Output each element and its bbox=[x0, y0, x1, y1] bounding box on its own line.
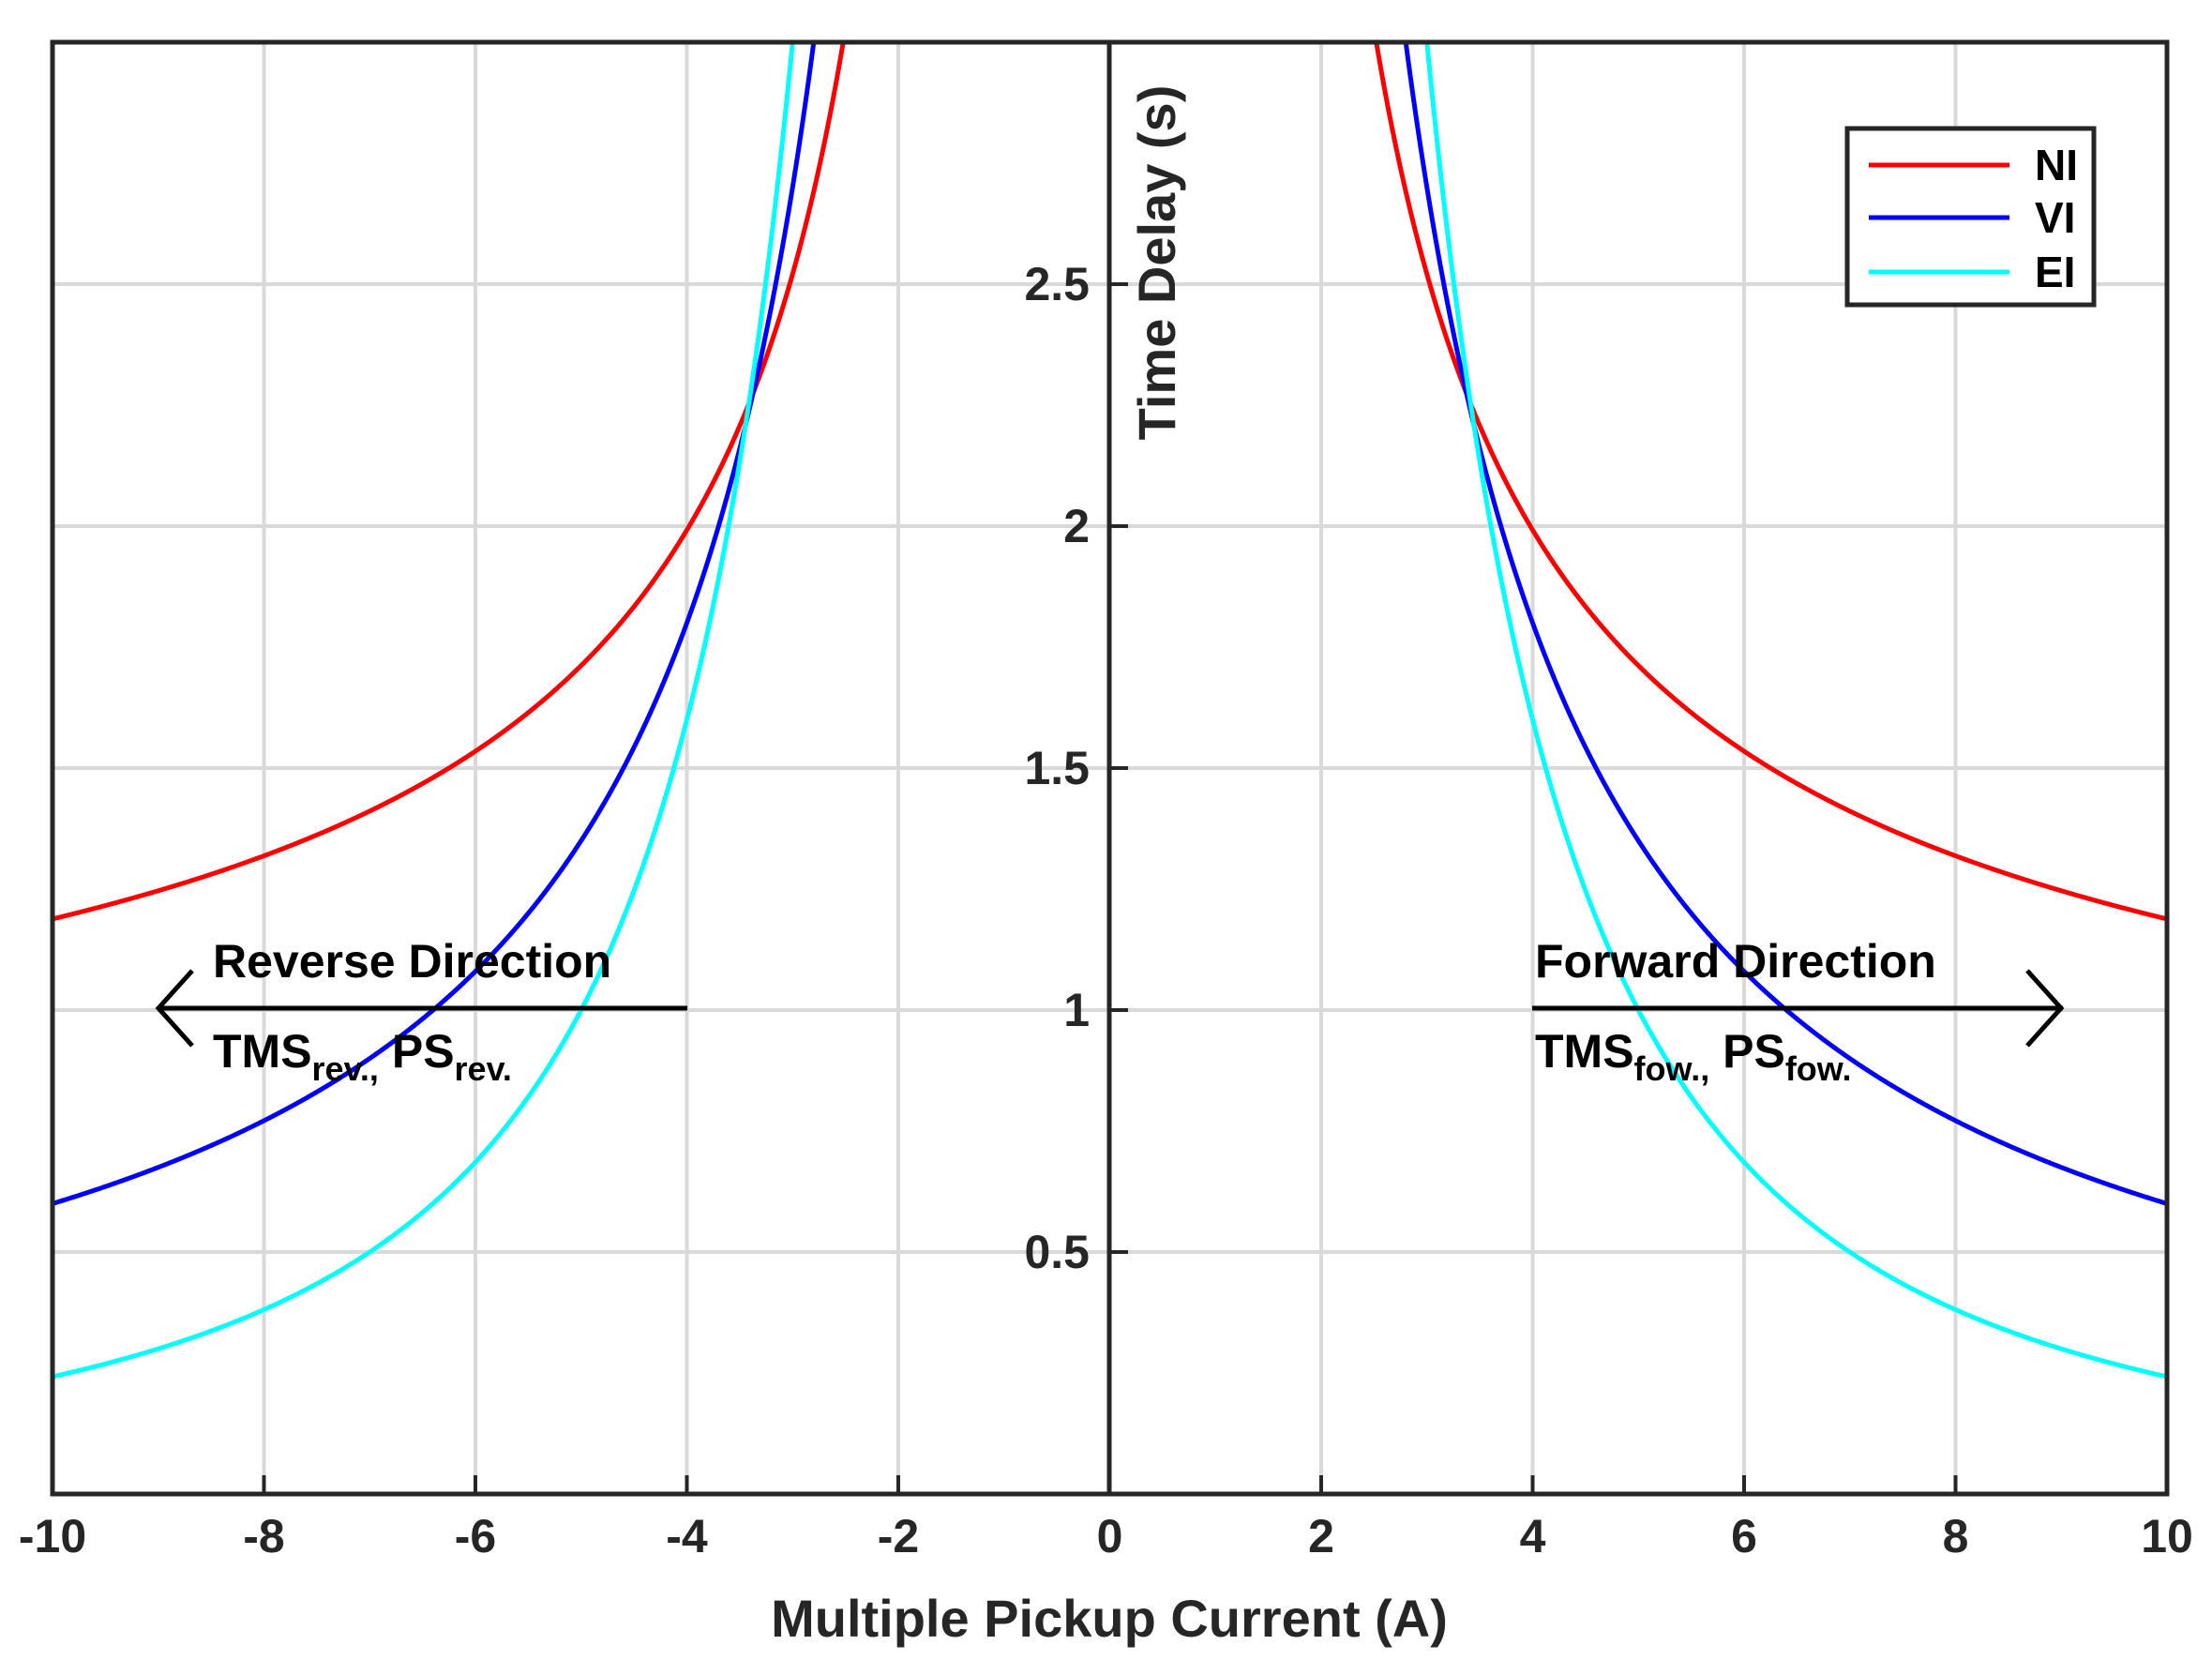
tms-fow-sub: fow., bbox=[1634, 1049, 1710, 1088]
ps-fow-base: PS bbox=[1723, 1025, 1785, 1078]
legend: NI VI EI bbox=[1844, 126, 2097, 308]
series-ei-forward-line bbox=[1424, 42, 2167, 1380]
x-tick-label: 2 bbox=[1308, 1510, 1334, 1562]
ps-rev-base: PS bbox=[392, 1025, 455, 1078]
x-tick-label: 8 bbox=[1943, 1510, 1969, 1562]
x-tick-label: 6 bbox=[1731, 1510, 1757, 1562]
y-axis-label: Time Delay (s) bbox=[1127, 85, 1186, 441]
x-tick-label: 4 bbox=[1520, 1510, 1546, 1562]
reverse-direction-annotation: Reverse Direction TMSrev., PSrev. bbox=[155, 935, 687, 1088]
forward-settings-label: TMSfow., PSfow. bbox=[1535, 1025, 1851, 1088]
series-ei-reverse-line bbox=[53, 42, 795, 1380]
legend-label-ni: NI bbox=[2035, 141, 2078, 189]
y-tick-label: 2 bbox=[1063, 500, 1090, 552]
ticks bbox=[51, 282, 2169, 1494]
curves bbox=[53, 42, 2167, 1380]
forward-arrow-head-icon bbox=[2025, 969, 2065, 1048]
reverse-settings-label: TMSrev., PSrev. bbox=[213, 1025, 512, 1088]
y-tick-label: 1 bbox=[1063, 984, 1090, 1036]
forward-direction-annotation: Forward Direction TMSfow., PSfow. bbox=[1532, 935, 2065, 1088]
x-tick-label: -10 bbox=[19, 1510, 86, 1562]
tick-labels: -10 -8 -6 -4 -2 0 2 4 6 8 10 0.5 1 1.5 2 2.5 bbox=[19, 258, 2193, 1562]
x-tick-label: 10 bbox=[2141, 1510, 2193, 1562]
ps-fow-sub: fow. bbox=[1785, 1049, 1852, 1088]
y-tick-label: 2.5 bbox=[1024, 258, 1090, 310]
legend-label-vi: VI bbox=[2035, 193, 2075, 242]
x-tick-label: -4 bbox=[666, 1510, 708, 1562]
tms-rev-sub: rev., bbox=[312, 1049, 379, 1088]
tms-rev-base: TMS bbox=[213, 1025, 312, 1078]
reverse-arrow-head-icon bbox=[155, 969, 194, 1048]
y-tick-label: 1.5 bbox=[1024, 742, 1090, 794]
series-ni-reverse-line bbox=[53, 42, 846, 922]
series-ni-forward-line bbox=[1374, 42, 2167, 922]
x-tick-label: -6 bbox=[455, 1510, 496, 1562]
forward-direction-heading: Forward Direction bbox=[1535, 935, 1936, 988]
ps-rev-sub: rev. bbox=[455, 1049, 512, 1088]
y-tick-label: 0.5 bbox=[1024, 1226, 1090, 1278]
x-tick-label: -2 bbox=[878, 1510, 919, 1562]
reverse-direction-heading: Reverse Direction bbox=[213, 935, 611, 988]
x-tick-label: -8 bbox=[243, 1510, 284, 1562]
tms-fow-base: TMS bbox=[1535, 1025, 1634, 1078]
x-axis-label: Multiple Pickup Current (A) bbox=[771, 1589, 1448, 1648]
x-tick-label: 0 bbox=[1097, 1510, 1123, 1562]
legend-label-ei: EI bbox=[2035, 248, 2075, 296]
